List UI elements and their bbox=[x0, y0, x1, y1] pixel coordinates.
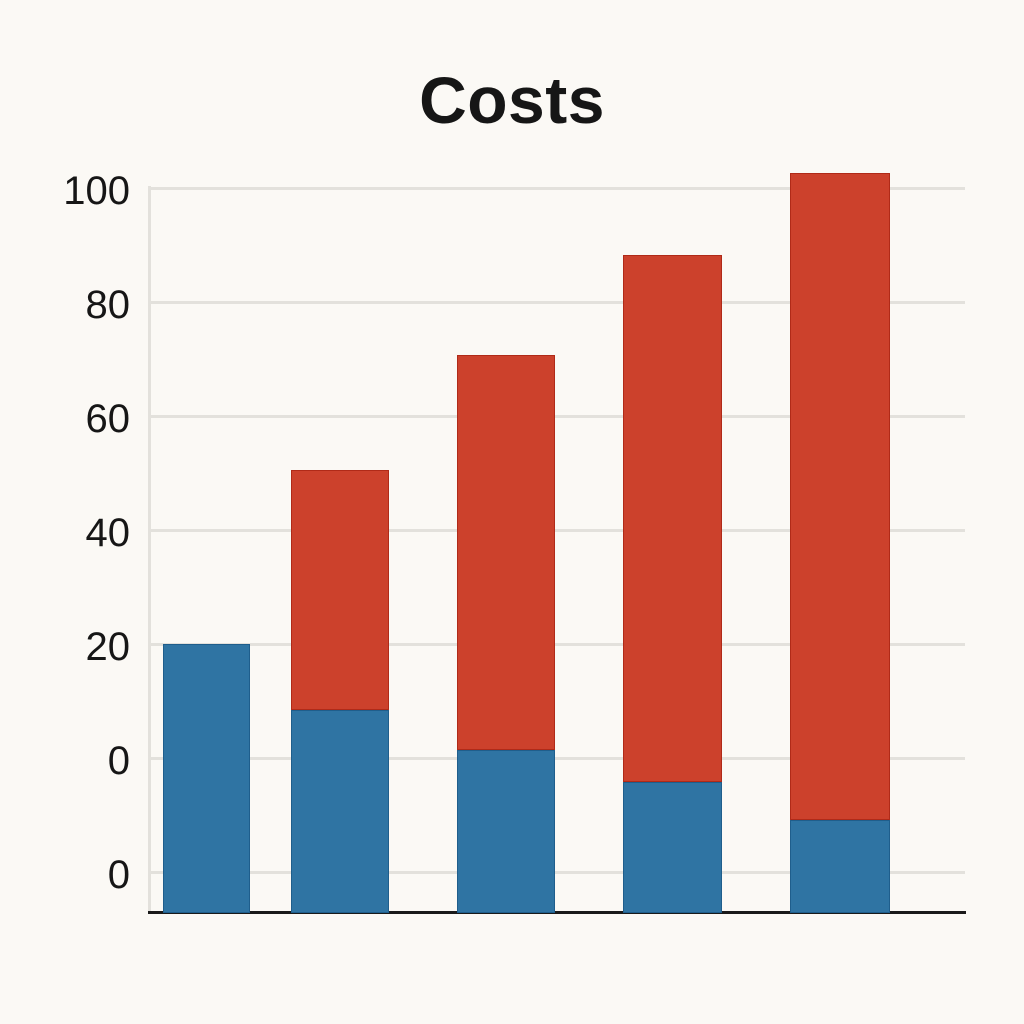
gridline bbox=[150, 871, 965, 874]
bar-segment-red bbox=[790, 173, 890, 820]
gridline bbox=[150, 187, 965, 190]
y-tick-label: 80 bbox=[85, 283, 131, 327]
y-tick-label: 0 bbox=[107, 853, 130, 897]
bar-3 bbox=[457, 355, 555, 913]
gridline bbox=[150, 529, 965, 532]
bar-segment-red bbox=[457, 355, 555, 750]
bar-2 bbox=[291, 470, 389, 913]
bar-segment-blue bbox=[291, 710, 389, 913]
gridline bbox=[150, 301, 965, 304]
chart-title: Costs bbox=[419, 63, 605, 137]
y-tick-label: 20 bbox=[85, 625, 131, 669]
bar-segment-red bbox=[623, 255, 722, 782]
gridline bbox=[150, 757, 965, 760]
bar-segment-blue bbox=[790, 820, 890, 913]
bar-5 bbox=[790, 173, 890, 913]
bar-1 bbox=[163, 644, 250, 913]
y-tick-label: 100 bbox=[63, 169, 130, 213]
y-axis-line bbox=[148, 186, 151, 914]
bar-segment-blue bbox=[457, 750, 555, 913]
bar-4 bbox=[623, 255, 722, 913]
y-tick-label: 40 bbox=[85, 511, 131, 555]
gridline bbox=[150, 643, 965, 646]
y-tick-label: 0 bbox=[107, 739, 130, 783]
bar-segment-red bbox=[291, 470, 389, 710]
x-axis-line bbox=[148, 911, 966, 914]
y-tick-label: 60 bbox=[85, 397, 131, 441]
bar-segment-blue bbox=[623, 782, 722, 913]
bar-segment-blue bbox=[163, 644, 250, 913]
gridline bbox=[150, 415, 965, 418]
